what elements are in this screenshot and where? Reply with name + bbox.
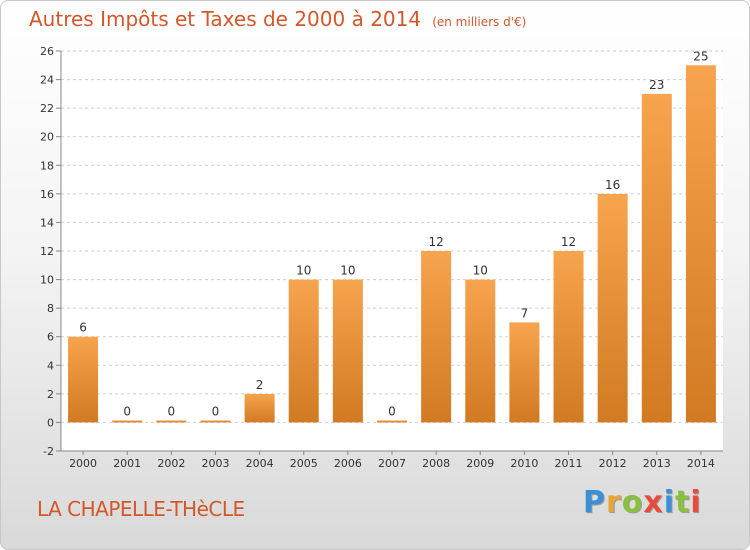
x-tick-label: 2008 (422, 457, 450, 470)
x-tick-label: 2012 (599, 457, 627, 470)
data-label: 10 (473, 264, 488, 278)
chart-title-block: Autres Impôts et Taxes de 2000 à 2014 (e… (29, 7, 526, 31)
bar (112, 420, 143, 423)
y-tick-label: 18 (40, 159, 54, 172)
y-tick-label: 4 (47, 359, 54, 372)
y-tick-label: 22 (40, 102, 54, 115)
brand-letter: r (606, 485, 622, 520)
y-tick-label: 16 (40, 188, 54, 201)
y-tick-label: 0 (47, 416, 54, 429)
commune-name: LA CHAPELLE-THèCLE (37, 497, 245, 521)
brand-letter: P (583, 485, 606, 520)
y-tick-label: -2 (43, 445, 54, 458)
y-tick-label: 20 (40, 131, 54, 144)
brand-letter: t (675, 485, 691, 520)
y-tick-label: 6 (47, 331, 54, 344)
x-tick-label: 2014 (687, 457, 715, 470)
bar (156, 420, 187, 423)
bar (641, 93, 672, 423)
y-tick-label: 24 (40, 74, 54, 87)
x-tick-label: 2000 (69, 457, 97, 470)
x-tick-label: 2002 (157, 457, 185, 470)
x-tick-label: 2010 (510, 457, 538, 470)
data-label: 25 (693, 49, 708, 63)
x-tick-label: 2009 (466, 457, 494, 470)
x-tick-label: 2013 (643, 457, 671, 470)
bar (68, 336, 99, 423)
data-label: 12 (428, 235, 443, 249)
y-tick-label: 14 (40, 216, 54, 229)
bar (553, 251, 584, 423)
y-tick-label: 2 (47, 388, 54, 401)
y-tick-label: 26 (40, 45, 54, 58)
data-label: 23 (649, 78, 664, 92)
x-tick-label: 2007 (378, 457, 406, 470)
x-tick-label: 2004 (246, 457, 274, 470)
data-label: 0 (168, 404, 176, 418)
bar (685, 65, 716, 423)
chart-title: Autres Impôts et Taxes de 2000 à 2014 (29, 7, 422, 31)
data-label: 10 (296, 264, 311, 278)
bar (332, 279, 363, 423)
bar (421, 251, 452, 423)
brand-letter: i (663, 485, 676, 520)
data-label: 10 (340, 264, 355, 278)
brand-letter: i (690, 485, 702, 520)
chart-subtitle: (en milliers d'€) (432, 15, 527, 29)
data-label: 12 (561, 235, 576, 249)
brand-letter: o (621, 485, 644, 520)
brand-letter: x (643, 485, 664, 520)
data-label: 16 (605, 178, 620, 192)
data-label: 0 (212, 404, 220, 418)
bar (465, 279, 496, 423)
x-tick-label: 2006 (334, 457, 362, 470)
x-tick-label: 2001 (113, 457, 141, 470)
data-label: 0 (388, 404, 396, 418)
bar (288, 279, 319, 423)
bar (597, 193, 628, 423)
x-tick-label: 2005 (290, 457, 318, 470)
x-tick-label: 2003 (201, 457, 229, 470)
bar (509, 322, 540, 423)
data-label: 6 (79, 321, 87, 335)
data-label: 0 (123, 404, 131, 418)
bar (244, 393, 275, 423)
data-label: 7 (521, 306, 529, 320)
y-tick-label: 12 (40, 245, 54, 258)
data-label: 2 (256, 378, 264, 392)
proxiti-logo: Proxiti (583, 485, 702, 520)
y-tick-label: 8 (47, 302, 54, 315)
x-tick-label: 2011 (555, 457, 583, 470)
y-tick-label: 10 (40, 274, 54, 287)
bar (377, 420, 407, 423)
bar (200, 420, 231, 423)
